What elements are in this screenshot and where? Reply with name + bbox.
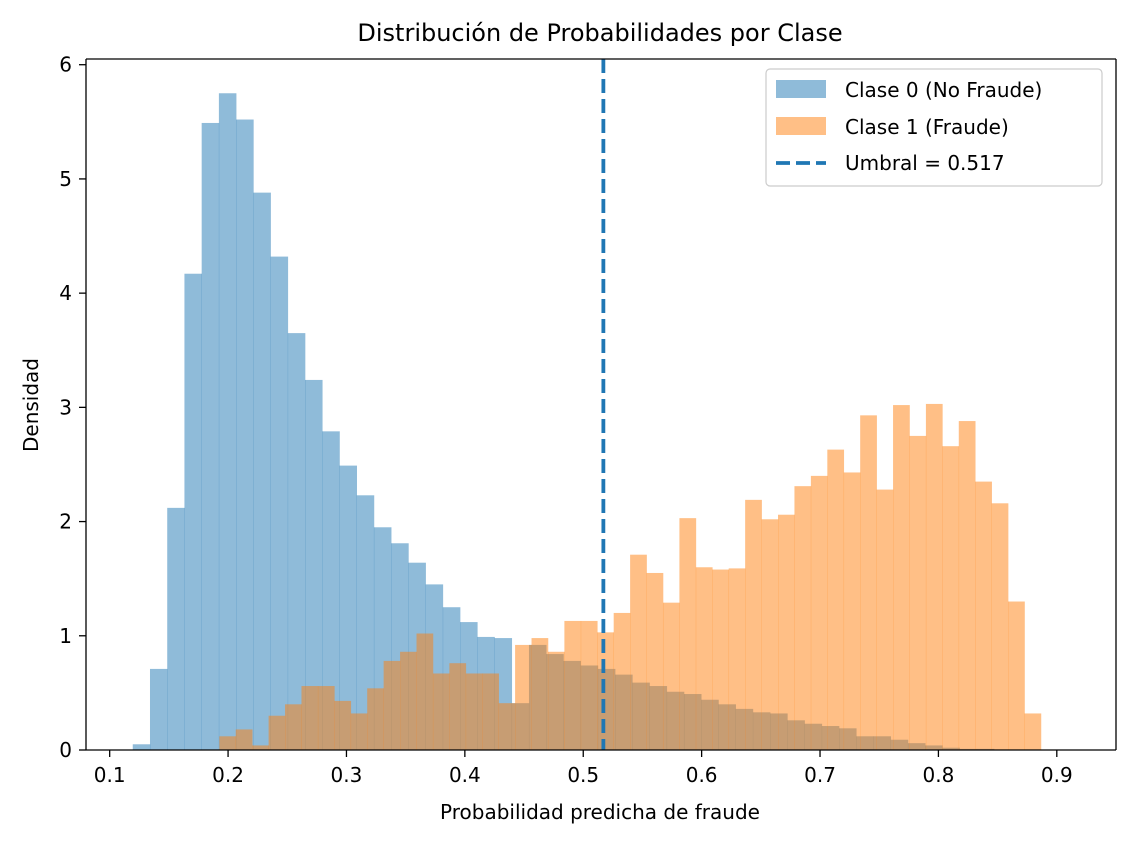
y-tick-label: 4 — [59, 281, 72, 305]
legend-label-threshold: Umbral = 0.517 — [845, 151, 1005, 175]
histogram-bar-series-0 — [356, 495, 375, 750]
histogram-bar-series-0 — [236, 119, 254, 750]
histogram-bar-series-1 — [334, 700, 352, 750]
x-tick-label: 0.1 — [94, 763, 126, 787]
histogram-bar-series-1 — [975, 481, 992, 750]
y-tick-label: 2 — [59, 510, 72, 534]
plot-area — [132, 59, 1042, 750]
histogram-bar-series-1 — [317, 686, 335, 750]
histogram-bar-series-1 — [876, 489, 894, 750]
legend-label-clase-1: Clase 1 (Fraude) — [845, 115, 1009, 139]
y-tick-label: 1 — [59, 624, 72, 648]
x-tick-label: 0.6 — [686, 763, 718, 787]
histogram-bar-series-1 — [909, 435, 927, 750]
histogram-bar-series-1 — [630, 554, 647, 750]
histogram-bar-series-1 — [860, 415, 877, 750]
histogram-bar-series-1 — [580, 620, 598, 750]
histogram-bar-series-0 — [184, 273, 202, 750]
x-axis-ticks: 0.1 0.2 0.3 0.4 0.5 0.6 0.7 0.8 0.9 — [94, 750, 1073, 787]
histogram-bar-series-1 — [745, 499, 762, 750]
series-clase-1-bars — [219, 403, 1042, 750]
legend-swatch-clase-0 — [776, 80, 826, 98]
histogram-bar-series-1 — [383, 660, 401, 750]
histogram-bar-series-1 — [285, 704, 302, 750]
histogram-bar-series-1 — [219, 736, 237, 750]
histogram-bar-series-1 — [646, 572, 664, 750]
histogram-bar-series-0 — [322, 431, 340, 750]
legend-frame — [765, 68, 1103, 187]
histogram-bar-series-1 — [662, 602, 680, 750]
y-tick-label: 0 — [59, 738, 72, 762]
histogram-bar-series-0 — [132, 744, 151, 750]
histogram-bar-series-1 — [695, 567, 713, 750]
histogram-bar-series-1 — [1008, 601, 1025, 750]
histogram-bar-series-1 — [235, 729, 253, 750]
histogram-bar-series-1 — [449, 663, 467, 750]
histogram-bar-series-1 — [794, 486, 812, 750]
histogram-bar-series-1 — [761, 519, 779, 750]
x-tick-label: 0.4 — [449, 763, 481, 787]
histogram-bar-series-1 — [367, 688, 384, 750]
x-tick-label: 0.8 — [923, 763, 955, 787]
x-tick-label: 0.9 — [1041, 763, 1073, 787]
histogram-bar-series-1 — [531, 638, 549, 750]
y-axis-ticks: 0 1 2 3 4 5 6 — [59, 53, 86, 762]
x-tick-label: 0.2 — [212, 763, 244, 787]
histogram-bar-series-1 — [350, 713, 368, 750]
histogram-bar-series-0 — [270, 256, 289, 750]
histogram-bar-series-0 — [201, 122, 220, 750]
histogram-bar-series-1 — [613, 612, 631, 750]
histogram-bar-series-0 — [339, 465, 357, 750]
histogram-bar-series-1 — [301, 686, 319, 750]
histogram-bar-series-1 — [400, 651, 417, 750]
histogram-bar-series-1 — [432, 673, 450, 750]
histogram-bar-series-1 — [564, 620, 582, 750]
histogram-bar-series-1 — [679, 518, 697, 750]
histogram-bar-series-0 — [149, 668, 168, 750]
axes: 0.1 0.2 0.3 0.4 0.5 0.6 0.7 0.8 0.9 0 1 2 3 4 5 6 — [59, 53, 1117, 787]
y-axis-title: Densidad — [19, 358, 43, 452]
histogram-bar-series-1 — [547, 651, 565, 750]
histogram-bar-series-0 — [218, 93, 237, 750]
histogram-bar-series-1 — [482, 673, 499, 750]
histogram-bar-series-1 — [843, 472, 861, 750]
histogram-bar-series-1 — [465, 673, 483, 750]
x-tick-label: 0.3 — [331, 763, 363, 787]
histogram-bar-series-1 — [416, 633, 434, 750]
histogram-bar-series-0 — [287, 333, 306, 750]
x-tick-label: 0.7 — [804, 763, 836, 787]
histogram-bar-series-0 — [167, 507, 185, 750]
legend-swatch-clase-1 — [776, 117, 826, 135]
legend: Clase 0 (No Fraude) Clase 1 (Fraude) Umb… — [765, 68, 1103, 187]
histogram-bar-series-1 — [778, 514, 795, 750]
histogram-bar-series-1 — [991, 503, 1009, 750]
histogram-bar-series-1 — [810, 475, 828, 750]
histogram-bar-series-1 — [515, 644, 532, 750]
histogram-bar-series-1 — [1024, 713, 1042, 750]
histogram-bar-series-1 — [597, 632, 614, 750]
histogram-bar-series-1 — [925, 403, 943, 750]
histogram-bar-series-1 — [827, 449, 845, 750]
y-tick-label: 6 — [59, 53, 72, 77]
histogram-bar-series-0 — [253, 192, 271, 750]
y-tick-label: 3 — [59, 395, 72, 419]
histogram-bar-series-1 — [712, 569, 730, 750]
histogram-bar-series-1 — [942, 446, 960, 750]
x-axis-title: Probabilidad predicha de fraude — [440, 800, 760, 824]
histogram-bar-series-1 — [893, 405, 910, 750]
histogram-bar-series-1 — [728, 568, 746, 750]
x-tick-label: 0.5 — [567, 763, 599, 787]
y-tick-label: 5 — [59, 167, 72, 191]
chart-title: Distribución de Probabilidades por Clase — [357, 19, 842, 47]
histogram-bar-series-1 — [958, 421, 976, 750]
histogram-bar-series-1 — [498, 703, 516, 750]
histogram-bar-series-1 — [268, 715, 286, 750]
histogram-bar-series-0 — [305, 379, 323, 750]
histogram-bar-series-1 — [252, 745, 269, 750]
legend-label-clase-0: Clase 0 (No Fraude) — [845, 78, 1042, 102]
